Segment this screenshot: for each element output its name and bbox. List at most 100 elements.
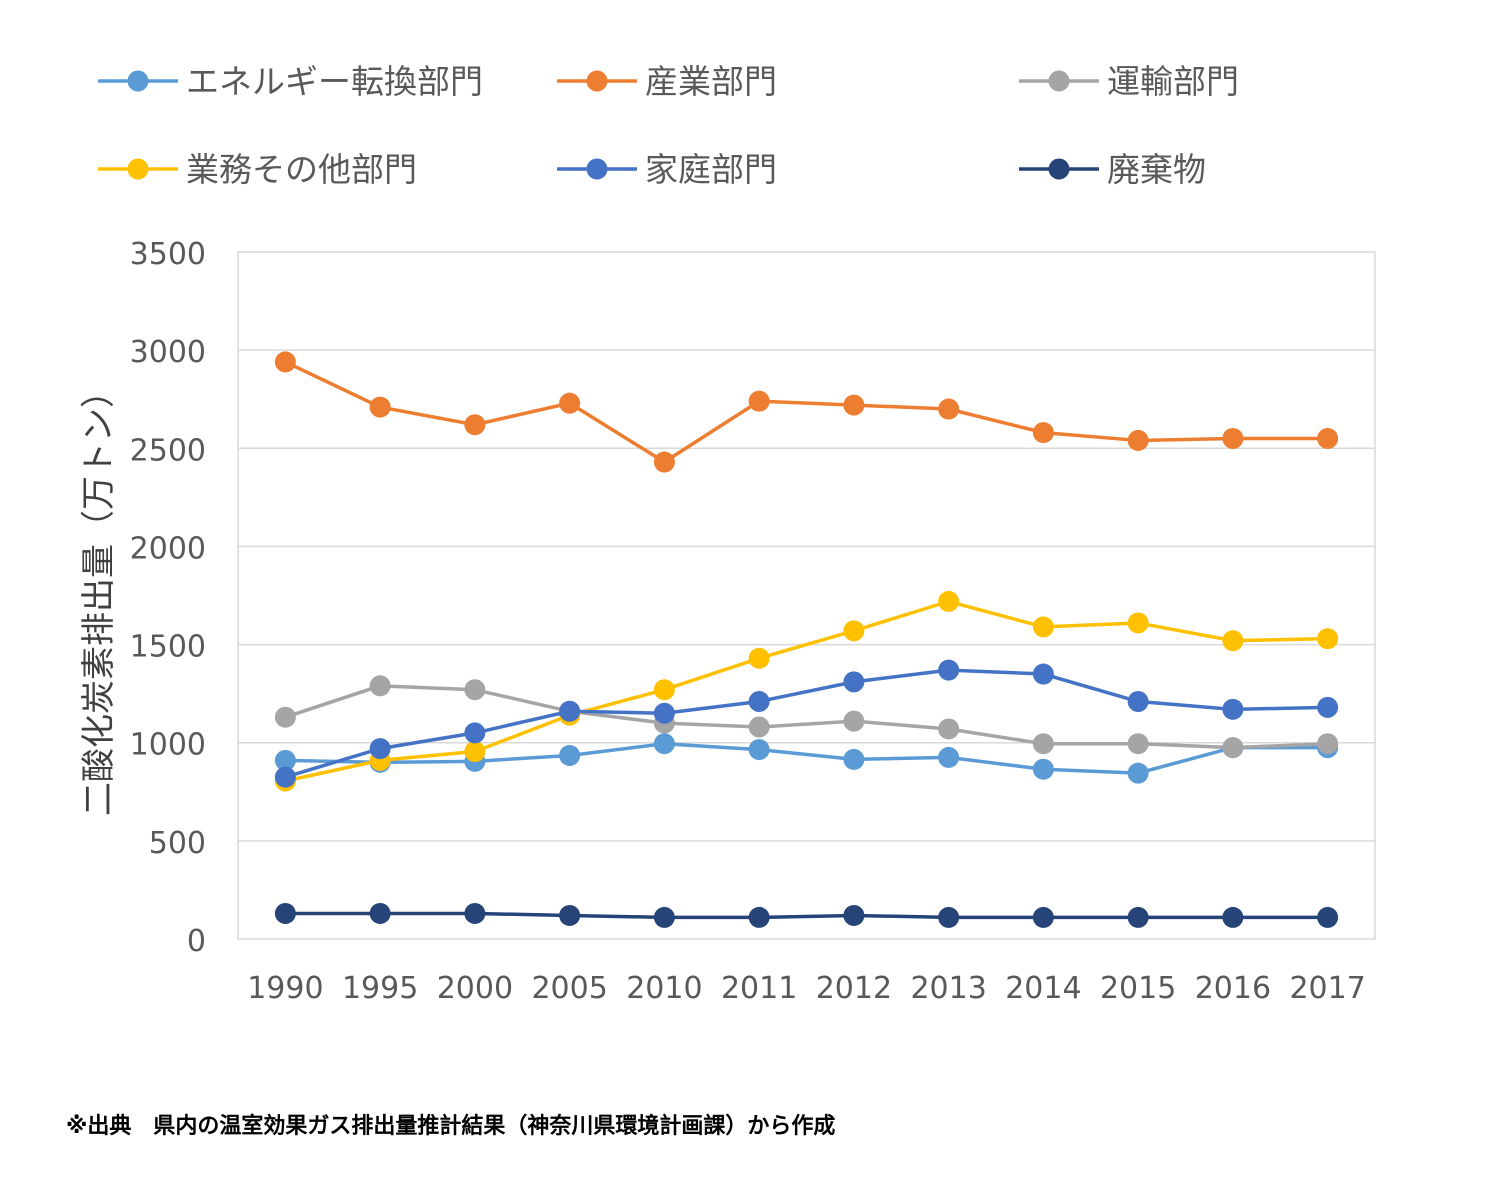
data-point: [1317, 906, 1339, 928]
data-point: [274, 766, 296, 788]
data-point: [274, 902, 296, 924]
data-point: [653, 702, 675, 724]
data-point: [1032, 616, 1054, 638]
data-point: [748, 690, 770, 712]
data-point: [1127, 612, 1149, 634]
series-3: [274, 675, 1339, 759]
data-point: [464, 902, 486, 924]
data-point: [653, 679, 675, 701]
series-lines: [274, 351, 1339, 928]
series-line: [285, 741, 1328, 775]
series-line: [285, 911, 1328, 920]
y-tick-label: 1000: [130, 728, 206, 763]
legend-item: 廃棄物: [1019, 150, 1206, 189]
data-point: [938, 746, 960, 768]
data-point: [653, 733, 675, 755]
data-point: [464, 679, 486, 701]
x-tick-label: 2013: [910, 971, 986, 1006]
data-point: [843, 904, 865, 926]
series-line: [284, 668, 1328, 779]
data-point: [1127, 906, 1149, 928]
x-tick-label: 2017: [1289, 971, 1365, 1006]
data-point: [1127, 762, 1149, 784]
data-point: [1032, 663, 1054, 685]
series-2: [274, 351, 1339, 473]
data-point: [464, 414, 486, 436]
y-axis-ticks: 0 500 1000 1500 2000 2500 3000 3500: [130, 237, 206, 959]
data-point: [748, 716, 770, 738]
legend-item: 産業部門: [557, 62, 777, 101]
data-point: [369, 902, 391, 924]
data-point: [1127, 690, 1149, 712]
data-point: [1317, 696, 1339, 718]
series-line: [284, 360, 1328, 465]
data-point: [274, 706, 296, 728]
data-point: [1317, 628, 1339, 650]
data-point: [653, 451, 675, 473]
data-point: [1127, 733, 1149, 755]
x-tick-label: 2010: [626, 971, 702, 1006]
legend-item: 運輸部門: [1019, 62, 1239, 101]
y-tick-label: 1500: [130, 630, 206, 665]
data-point: [938, 659, 960, 681]
x-tick-label: 1990: [247, 971, 323, 1006]
x-tick-label: 2000: [437, 971, 513, 1006]
data-point: [274, 749, 296, 771]
legend-marker: [127, 70, 149, 92]
data-point: [843, 620, 865, 642]
y-tick-label: 2000: [130, 531, 206, 566]
series-1: [274, 733, 1339, 784]
data-point: [559, 904, 581, 926]
x-tick-label: 2016: [1195, 971, 1271, 1006]
data-point: [1127, 429, 1149, 451]
data-point: [464, 722, 486, 744]
data-point: [1032, 422, 1054, 444]
data-point: [1032, 906, 1054, 928]
legend-marker: [586, 158, 608, 180]
data-point: [843, 394, 865, 416]
data-point: [369, 738, 391, 760]
data-point: [938, 906, 960, 928]
legend-marker: [127, 158, 149, 180]
data-point: [938, 398, 960, 420]
legend-item: エネルギー転換部門: [98, 62, 483, 101]
legend-marker: [1048, 70, 1070, 92]
gridlines: [238, 349, 1375, 842]
legend-label: 運輸部門: [1107, 62, 1239, 101]
data-point: [1222, 630, 1244, 652]
series-5: [274, 659, 1339, 788]
data-point: [843, 671, 865, 693]
data-point: [274, 351, 296, 373]
data-point: [1032, 733, 1054, 755]
data-point: [843, 748, 865, 770]
data-point: [1222, 698, 1244, 720]
data-point: [1032, 758, 1054, 780]
legend-item: 業務その他部門: [98, 150, 417, 189]
x-tick-label: 2012: [816, 971, 892, 1006]
y-tick-label: 3500: [130, 237, 206, 272]
data-point: [748, 906, 770, 928]
x-axis-ticks: 1990 1995 2000 2005 2010 2011 2012 2013 2014 2015…: [247, 971, 1366, 1006]
data-point: [653, 906, 675, 928]
data-point: [1222, 906, 1244, 928]
legend-label: 産業部門: [645, 62, 777, 101]
y-tick-label: 0: [187, 924, 206, 959]
data-point: [464, 741, 486, 763]
legend-marker: [1048, 158, 1070, 180]
data-point: [938, 590, 960, 612]
series-6: [274, 902, 1339, 928]
data-point: [559, 392, 581, 414]
x-tick-label: 2014: [1005, 971, 1081, 1006]
legend-label: 廃棄物: [1107, 150, 1206, 189]
plot-area-border: [237, 251, 1376, 940]
x-tick-label: 2015: [1100, 971, 1176, 1006]
data-point: [559, 744, 581, 766]
y-tick-label: 500: [149, 826, 206, 861]
legend-label: 家庭部門: [645, 150, 777, 189]
data-point: [559, 700, 581, 722]
legend-marker: [586, 70, 608, 92]
data-point: [1222, 737, 1244, 759]
legend-label: エネルギー転換部門: [186, 62, 483, 101]
